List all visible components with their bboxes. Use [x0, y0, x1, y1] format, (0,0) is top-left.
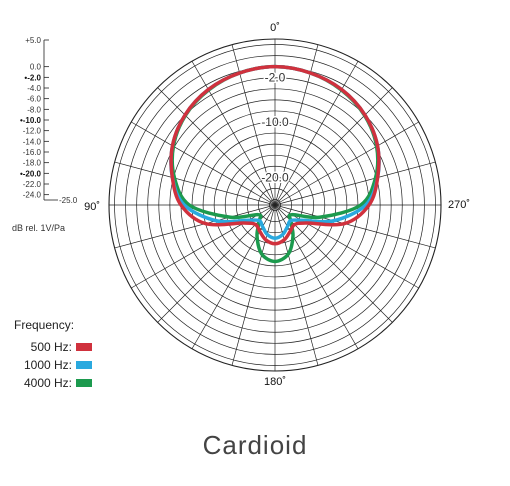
scale-tick-label: -4.0	[27, 84, 41, 93]
ring-label: -10.0	[261, 115, 289, 129]
legend-item-500hz: 500 Hz:	[16, 340, 92, 354]
scale-tick-label: •-20.0	[20, 169, 42, 178]
grid-ring	[158, 88, 392, 322]
legend-label: 500 Hz:	[30, 340, 72, 354]
legend-swatch	[76, 379, 92, 387]
grid-ring	[258, 188, 292, 222]
polar-series	[169, 64, 381, 264]
grid-ring	[169, 99, 381, 311]
legend-title: Frequency:	[14, 318, 75, 332]
scale-tick-label: •-10.0	[20, 116, 42, 125]
grid-ring	[224, 154, 326, 256]
scale-tick-label: +5.0	[25, 36, 41, 45]
scale-tick-label: -14.0	[23, 137, 42, 146]
scale-tick-label: -12.0	[23, 127, 42, 136]
polar-grid	[108, 38, 442, 372]
grid-ring	[213, 143, 337, 267]
legend-swatch	[76, 343, 92, 351]
legend-item-4000hz: 4000 Hz:	[16, 376, 92, 390]
angle-label-right: 270˚	[448, 199, 470, 211]
scale-tick-label: -24.0	[23, 191, 42, 200]
scale-tick-label: -25.0	[59, 196, 78, 205]
series-line-500hz	[169, 64, 381, 246]
grid-ring	[269, 199, 281, 211]
legend-swatch	[76, 361, 92, 369]
db-scale: +5.0 0.0•-2.0 -4.0 -6.0-8.0 •-10.0 -12.0-14.0…	[20, 36, 78, 205]
grid-outer-ring	[108, 38, 442, 372]
angle-label-bottom: 180˚	[264, 376, 286, 388]
scale-tick-label: -18.0	[23, 159, 42, 168]
scale-tick-label: -6.0	[27, 95, 41, 104]
grid-ring	[147, 77, 403, 333]
legend-label: 1000 Hz:	[23, 358, 72, 372]
ring-labels: -2.0 -10.0 -20.0	[260, 69, 291, 186]
radial-unit-label: dB rel. 1V/Pa	[12, 223, 66, 233]
scale-tick-label: -22.0	[23, 180, 42, 189]
scale-tick-label: -8.0	[27, 105, 41, 114]
legend-item-1000hz: 1000 Hz:	[16, 358, 92, 372]
ring-label: -20.0	[261, 170, 289, 184]
grid-ring	[246, 176, 304, 234]
legend-label: 4000 Hz:	[23, 376, 72, 390]
angle-label-left: 90˚	[84, 201, 100, 213]
grid-ring	[114, 44, 436, 366]
chart-title: Cardioid	[202, 430, 308, 460]
scale-tick-label: 0.0	[30, 63, 42, 72]
angle-labels: 0˚ 90˚ 270˚ 180˚	[84, 22, 470, 388]
grid-ring	[125, 55, 425, 355]
angle-label-top: 0˚	[270, 22, 280, 34]
scale-tick-label: •-2.0	[24, 73, 41, 82]
ring-label: -2.0	[265, 71, 286, 85]
scale-tick-label: -16.0	[23, 148, 42, 157]
grid-ring	[202, 132, 348, 278]
